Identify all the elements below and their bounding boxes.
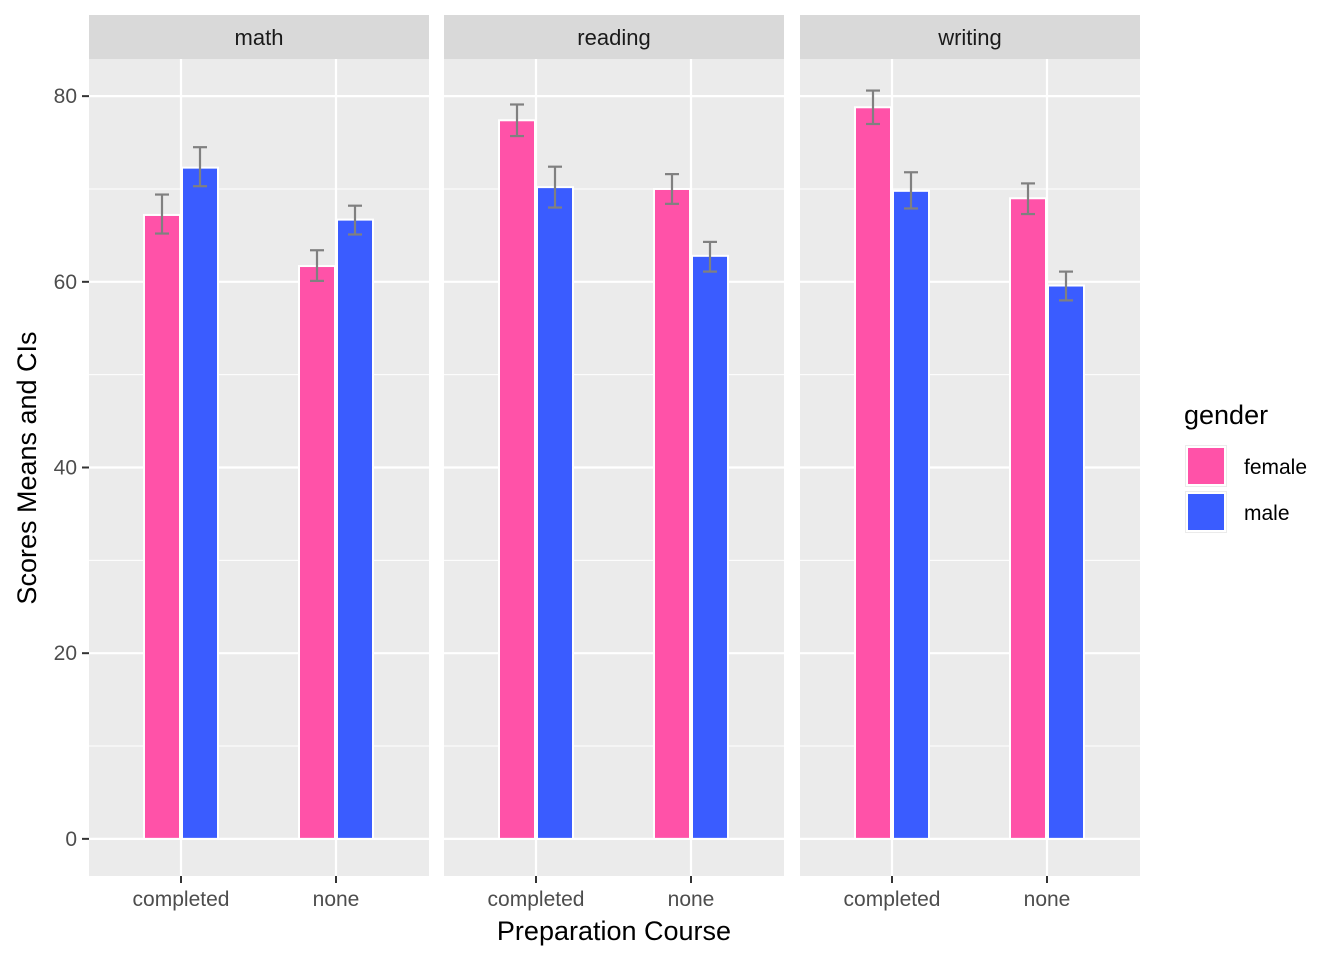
y-tick-label: 0 [65,828,77,851]
bar-writing-completed-male [892,189,930,840]
error-bar-reading-none-male [703,240,717,273]
bar-reading-completed-female [498,119,536,840]
strip-math [89,15,429,59]
facet-panel-reading: reading [444,15,784,876]
error-bar-writing-none-male [1059,270,1073,302]
bar-math-completed-male [181,166,219,840]
x-tick-label: completed [844,888,941,911]
facet-panel-math: math [89,15,429,876]
x-axis-title: Preparation Course [497,916,731,946]
error-bar-math-completed-male [193,146,207,188]
bar-reading-completed-male [536,186,574,840]
facet-panel-writing: writing [800,15,1140,876]
bar-writing-none-male [1047,284,1085,840]
legend-label-male: male [1244,502,1290,525]
error-bar-math-none-female [310,249,324,282]
legend-label-female: female [1244,456,1307,479]
error-bar-writing-completed-female [866,89,880,126]
y-axis-title: Scores Means and CIs [12,331,42,604]
error-bar-writing-completed-male [904,171,918,210]
y-axis: 0 20 40 60 80 [54,85,89,851]
y-tick-label: 40 [54,457,77,480]
bar-reading-none-female [653,187,691,840]
legend: gender female male [1184,400,1307,533]
bar-writing-none-female [1009,197,1047,840]
strip-label-math: math [235,25,284,50]
facet-panels: math reading writing [89,15,1140,876]
x-tick-label: none [668,888,715,911]
y-tick-label: 60 [54,271,77,294]
error-bar-reading-none-female [665,173,679,205]
error-bar-math-none-male [348,204,362,236]
x-tick-label: completed [488,888,585,911]
bar-reading-none-male [691,254,729,840]
legend-title: gender [1184,400,1268,430]
error-bar-reading-completed-male [548,165,562,209]
x-tick-label: completed [133,888,230,911]
strip-writing [800,15,1140,59]
strip-label-writing: writing [937,25,1002,50]
x-tick-label: none [313,888,360,911]
legend-key-female [1186,446,1226,486]
y-tick-label: 80 [54,85,77,108]
bar-math-none-female [298,265,336,840]
x-tick-label: none [1024,888,1071,911]
strip-reading [444,15,784,59]
x-axis: completed none completed none completed none [133,876,1071,911]
legend-key-male [1186,492,1226,532]
error-bar-writing-none-female [1021,182,1035,216]
strip-label-reading: reading [577,25,650,50]
y-tick-label: 20 [54,642,77,665]
bar-writing-completed-female [854,106,892,840]
bar-math-completed-female [143,213,181,840]
error-bar-reading-completed-female [510,103,524,138]
error-bar-math-completed-female [155,193,169,235]
bar-math-none-male [336,218,374,840]
